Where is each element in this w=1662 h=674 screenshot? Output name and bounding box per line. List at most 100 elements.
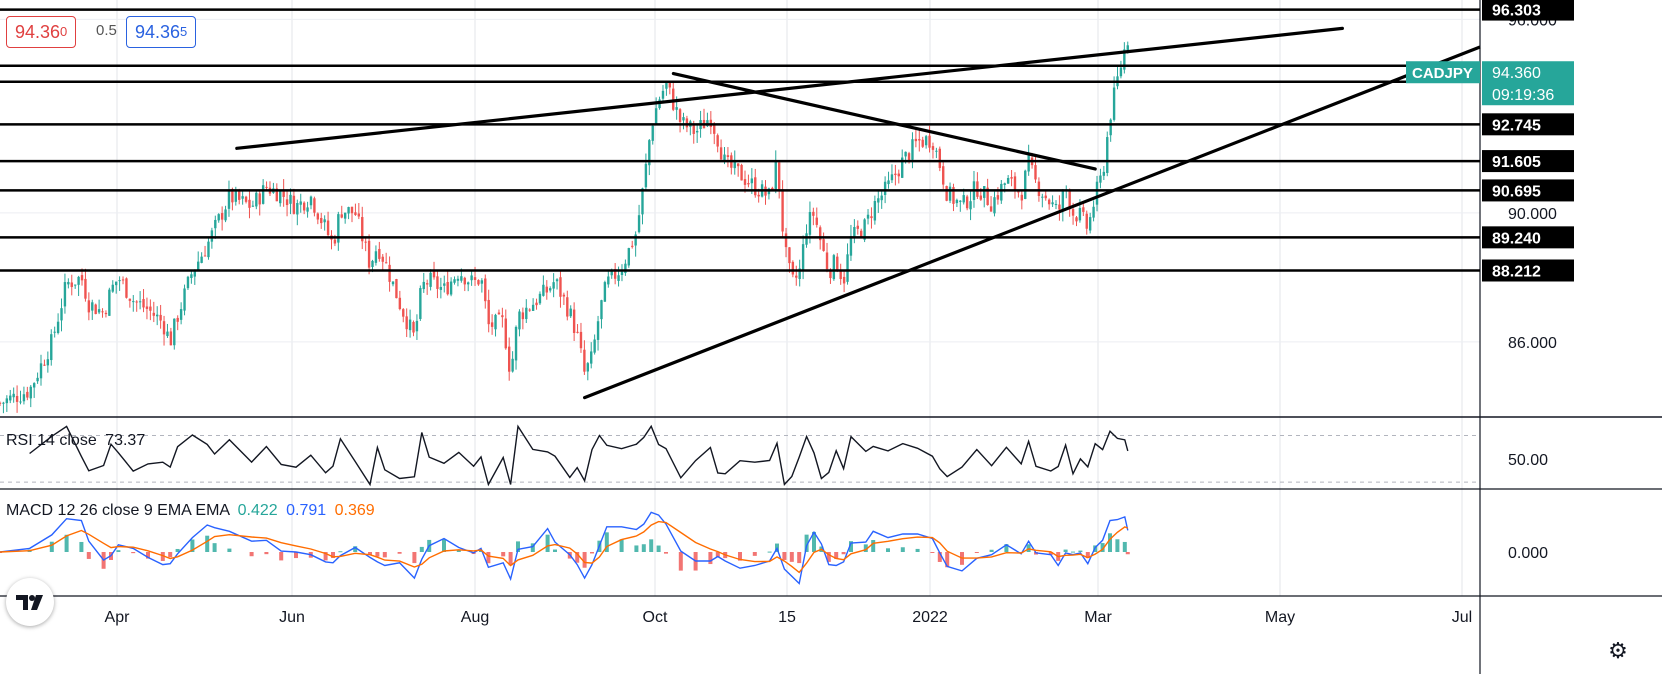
candle-body [306, 207, 309, 212]
candle-body [743, 179, 747, 185]
macd-histogram-bar [1004, 544, 1009, 552]
candle-body [289, 194, 292, 204]
candle-body [1027, 155, 1030, 172]
candle-body [590, 351, 593, 364]
candle-body [1092, 206, 1095, 218]
macd-histogram-bar [1122, 541, 1127, 552]
candle-body [860, 230, 863, 238]
candle-body [391, 281, 395, 285]
candle-body [371, 260, 374, 267]
macd-histogram-bar [368, 552, 372, 555]
macd-histogram-bar [382, 552, 387, 558]
candle-body [883, 181, 887, 196]
macd-histogram-bar [767, 551, 772, 553]
macd-histogram-bar [678, 552, 683, 571]
candle-body [1003, 183, 1006, 185]
candle-body [19, 401, 22, 403]
candle-body [26, 391, 29, 398]
macd-histogram-bar [789, 552, 794, 562]
candle-body [207, 241, 210, 258]
candle-body [839, 269, 842, 280]
candle-body [661, 90, 665, 99]
macd-histogram-bar [1063, 549, 1068, 552]
gear-icon[interactable]: ⚙ [1608, 638, 1628, 663]
candle-body [125, 278, 128, 298]
bid-price-box[interactable]: 94.360 [6, 16, 77, 48]
candle-body [490, 322, 494, 327]
macd-histogram-bar [989, 549, 994, 552]
candle-body [97, 309, 101, 313]
candle-body [186, 276, 190, 289]
price-level-badge [1482, 259, 1574, 282]
candle-body [12, 393, 15, 398]
candle-body [566, 297, 569, 317]
macd-histogram-bar [1078, 550, 1083, 552]
candle-body [408, 319, 412, 331]
candle-body [948, 186, 952, 201]
macd-histogram-bar [634, 545, 639, 552]
candle-body [77, 276, 80, 285]
macd-histogram-bar [160, 552, 165, 561]
macd-label: MACD 12 26 close 9 EMA EMA [6, 502, 230, 519]
ask-price-box[interactable]: 94.365 [126, 16, 197, 48]
candle-body [685, 118, 689, 128]
candle-body [562, 294, 566, 297]
candle-body [918, 139, 921, 141]
candle-body [976, 181, 979, 197]
macd-histogram-bar [664, 552, 668, 554]
macd-histogram-bar [146, 552, 150, 559]
candle-body [203, 255, 207, 257]
tradingview-logo-icon[interactable] [6, 578, 54, 626]
candle-body [818, 227, 822, 241]
rsi-label: RSI 14 close [6, 432, 97, 449]
candle-body [449, 281, 453, 295]
candle-body [624, 263, 627, 274]
candle-body [29, 386, 32, 399]
candle-body [357, 213, 361, 217]
candle-body [788, 247, 791, 264]
candle-body [535, 302, 538, 306]
candle-body [771, 187, 774, 191]
macd-histogram-bar [974, 552, 979, 553]
macd-axis-tick: 0.000 [1508, 545, 1548, 562]
candle-body [996, 195, 1000, 200]
macd-histogram-bar [656, 545, 661, 552]
candle-body [183, 288, 186, 311]
macd-histogram-bar [1115, 539, 1120, 552]
trendline [582, 70, 1418, 400]
candle-body [853, 227, 856, 237]
candle-body [323, 219, 326, 223]
candle-body [1075, 217, 1078, 222]
macd-histogram-bar [641, 544, 646, 552]
candle-body [873, 201, 877, 221]
macd-histogram-bar [168, 552, 173, 558]
macd-histogram-bar [871, 540, 876, 552]
candle-body [142, 299, 145, 308]
candle-body [118, 280, 121, 282]
candle-body [627, 248, 631, 266]
candle-body [2, 402, 5, 404]
candle-body [1071, 209, 1075, 216]
candle-body [231, 189, 234, 203]
candle-body [1061, 190, 1065, 211]
macd-histogram-bar [553, 549, 557, 552]
candle-body [200, 256, 203, 263]
candle-body [842, 276, 846, 284]
candle-body [682, 117, 685, 121]
candle-body [1006, 177, 1010, 184]
price-level-badge [1482, 226, 1574, 249]
candle-body [439, 286, 443, 290]
candle-body [132, 301, 135, 303]
candle-body [381, 256, 384, 262]
candle-body [812, 211, 815, 216]
symbol-badge [1406, 61, 1480, 84]
candle-body [880, 195, 883, 201]
macd-histogram-bar [442, 539, 446, 552]
candle-body [641, 188, 644, 215]
candle-body [754, 177, 757, 196]
candle-body [791, 261, 795, 275]
candle-body [856, 225, 859, 229]
candle-body [805, 233, 808, 245]
